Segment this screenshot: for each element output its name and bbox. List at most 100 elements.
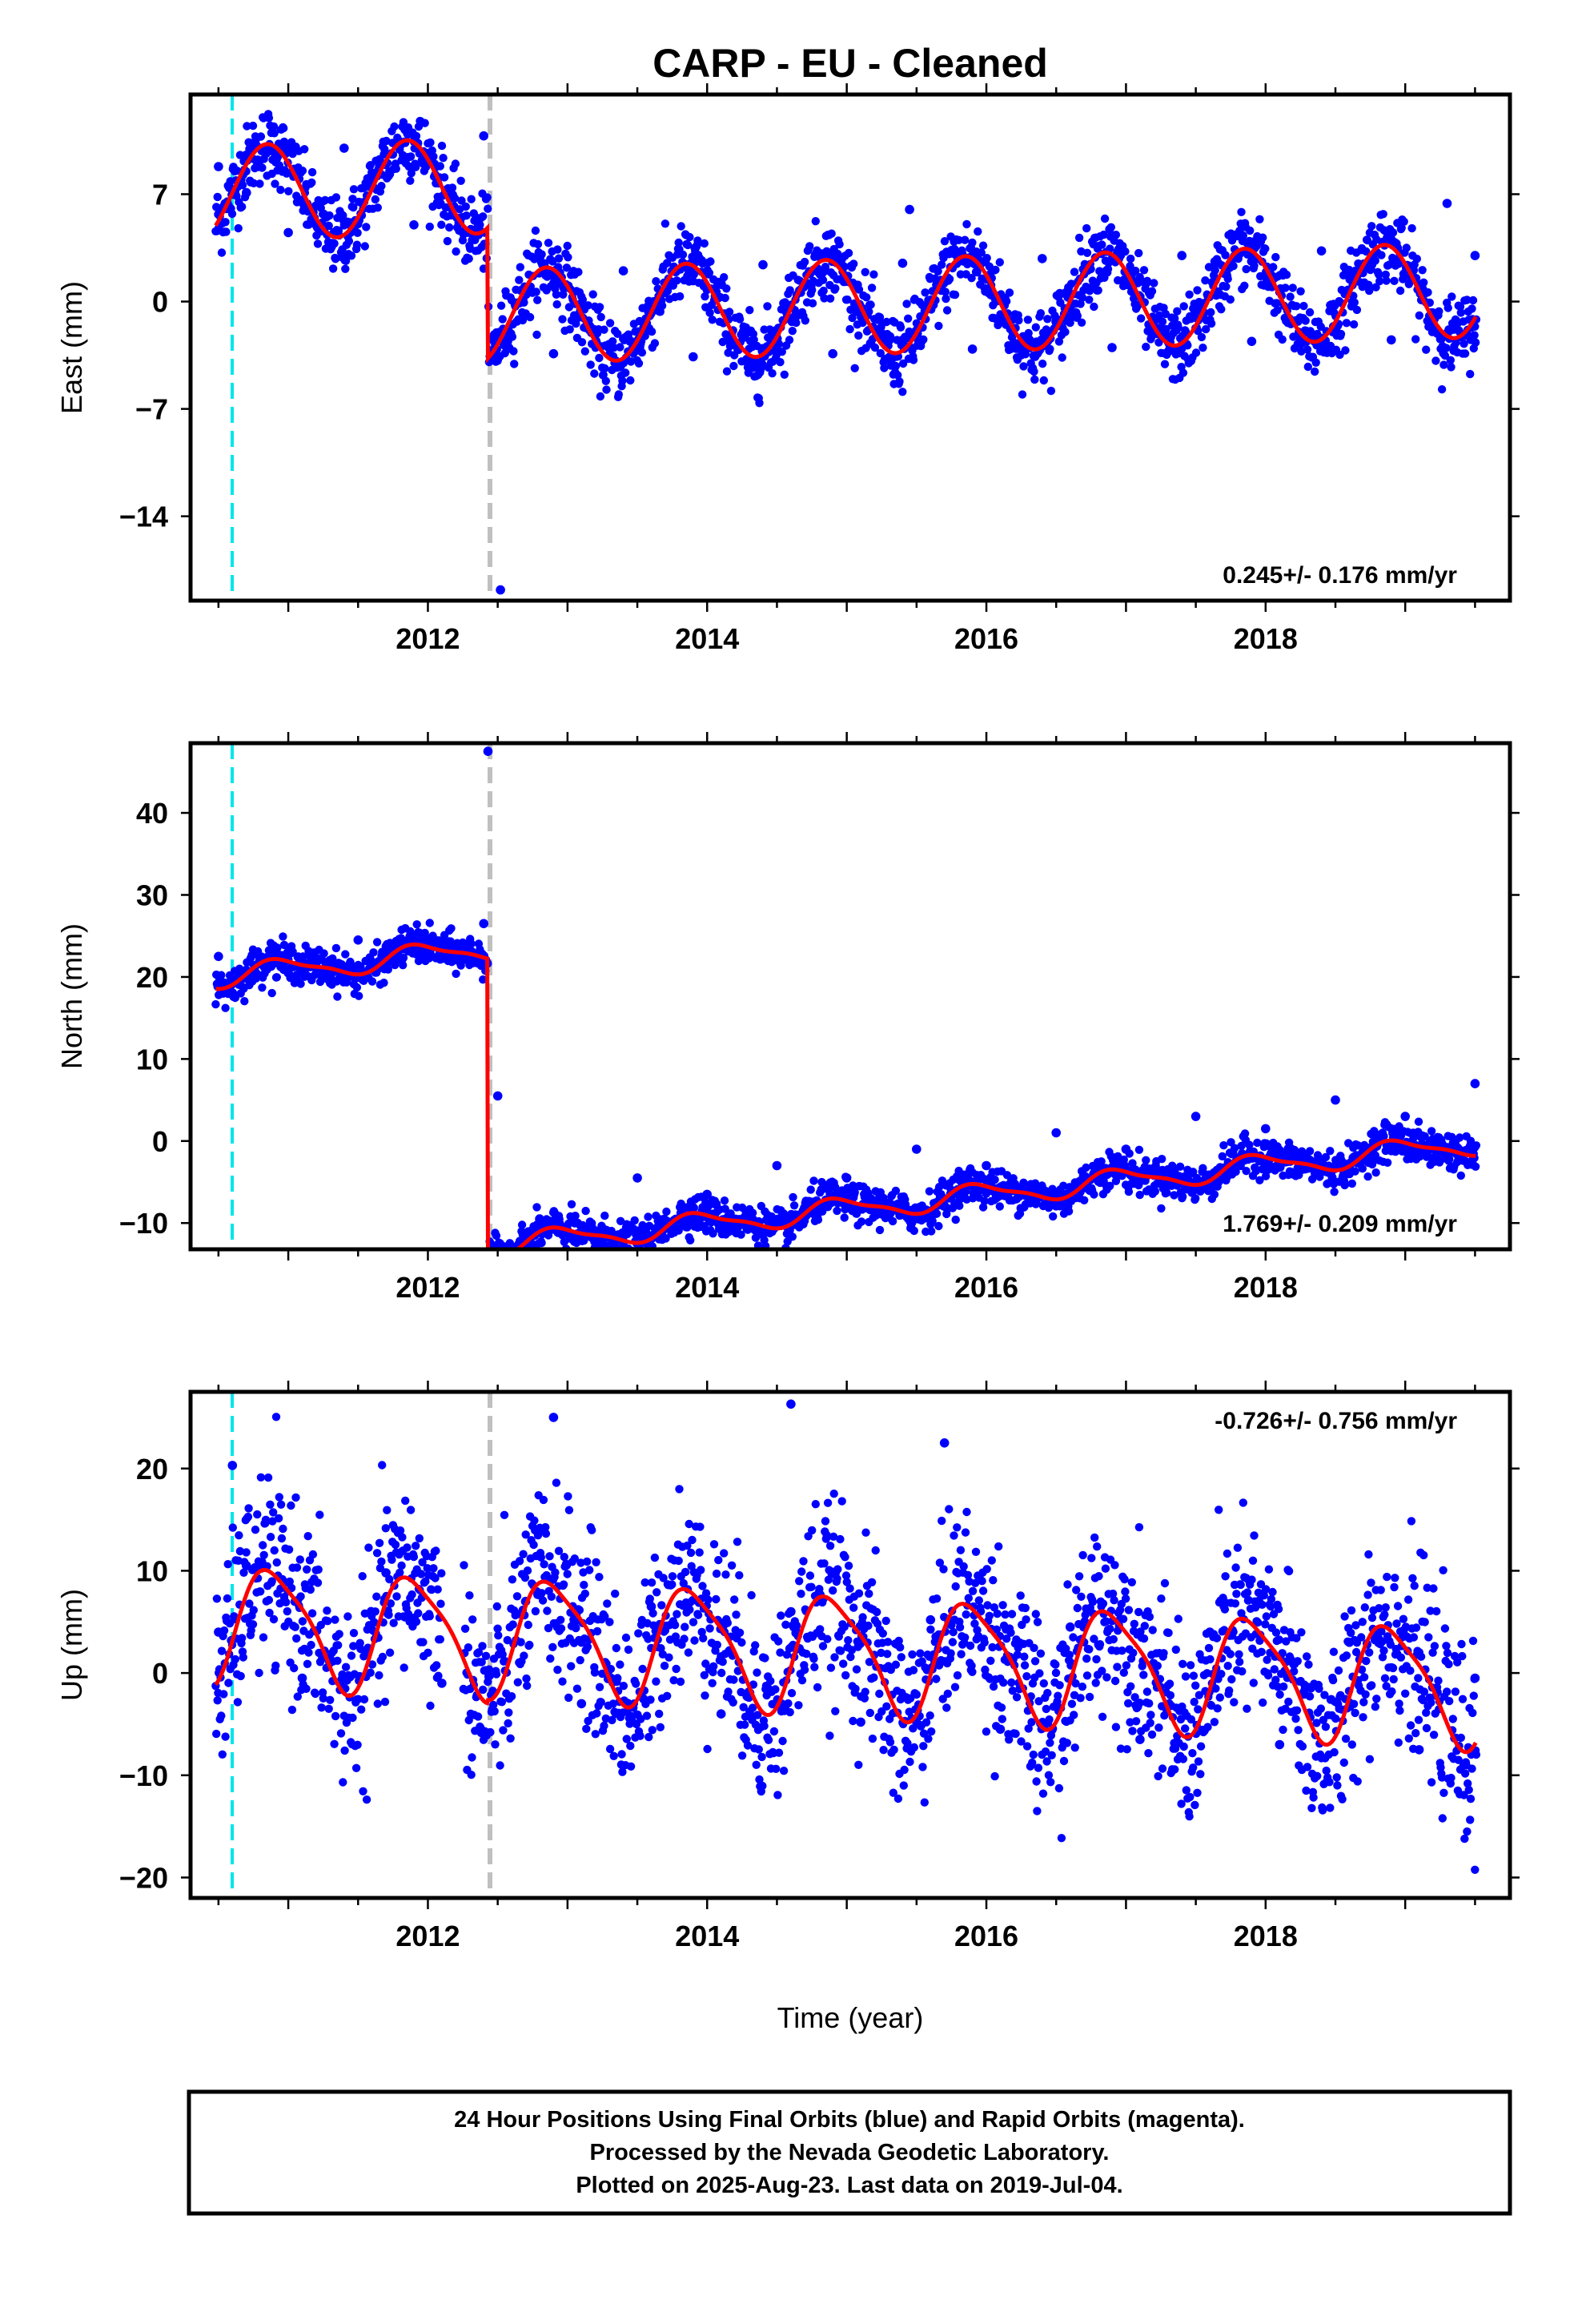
data-point bbox=[553, 245, 562, 254]
data-point bbox=[808, 299, 817, 308]
data-point bbox=[264, 114, 274, 123]
data-point bbox=[1173, 307, 1182, 316]
data-point bbox=[221, 1732, 230, 1741]
data-point bbox=[317, 1703, 326, 1712]
data-point bbox=[456, 176, 465, 185]
y-tick-label: 40 bbox=[136, 797, 168, 830]
data-point bbox=[504, 1719, 512, 1728]
data-point-key bbox=[772, 1160, 782, 1171]
data-point bbox=[1452, 338, 1460, 347]
data-point bbox=[614, 390, 623, 399]
data-point bbox=[1388, 228, 1398, 237]
data-point bbox=[898, 388, 907, 396]
data-point bbox=[265, 1608, 274, 1618]
data-point bbox=[292, 1634, 301, 1643]
data-point bbox=[1219, 1141, 1228, 1150]
data-point-key bbox=[702, 1189, 712, 1200]
data-point bbox=[637, 348, 647, 357]
data-point bbox=[580, 1589, 589, 1598]
data-point bbox=[498, 1251, 506, 1259]
data-point bbox=[968, 238, 977, 247]
data-point bbox=[372, 1592, 381, 1601]
data-point bbox=[427, 1585, 436, 1594]
data-point bbox=[1439, 360, 1448, 369]
data-point bbox=[547, 1592, 556, 1602]
data-point bbox=[563, 241, 572, 251]
data-point bbox=[1158, 1155, 1166, 1164]
data-point bbox=[423, 1564, 432, 1573]
data-point bbox=[370, 1618, 379, 1626]
data-point bbox=[245, 1599, 254, 1608]
data-point bbox=[497, 1698, 507, 1707]
data-point bbox=[523, 1566, 532, 1575]
data-point bbox=[1255, 215, 1264, 223]
data-point-key bbox=[242, 187, 251, 198]
data-point bbox=[320, 195, 330, 205]
data-point bbox=[514, 1262, 522, 1270]
data-point bbox=[496, 301, 506, 310]
data-point bbox=[1358, 1164, 1367, 1173]
data-point bbox=[663, 259, 672, 267]
data-point bbox=[398, 1533, 407, 1542]
x-tick-label: 2012 bbox=[396, 622, 460, 655]
data-point bbox=[313, 239, 323, 248]
data-point bbox=[554, 1546, 564, 1555]
data-point bbox=[788, 1232, 797, 1241]
data-point bbox=[662, 1207, 671, 1216]
data-point bbox=[749, 336, 758, 344]
data-point bbox=[1375, 276, 1384, 286]
data-point bbox=[512, 1252, 520, 1261]
data-point bbox=[520, 298, 528, 307]
data-point bbox=[500, 1510, 509, 1520]
data-point bbox=[867, 283, 877, 292]
data-point bbox=[706, 257, 715, 266]
data-point bbox=[1418, 266, 1427, 275]
data-point bbox=[1135, 1190, 1144, 1200]
data-point bbox=[377, 1557, 386, 1566]
data-point bbox=[509, 1256, 517, 1264]
data-point bbox=[1311, 367, 1319, 376]
data-point bbox=[420, 119, 429, 127]
data-point bbox=[279, 1524, 287, 1534]
data-point-key bbox=[841, 1173, 852, 1183]
data-point bbox=[785, 336, 794, 344]
data-point bbox=[895, 377, 904, 386]
data-point bbox=[805, 242, 814, 251]
data-point bbox=[238, 1634, 247, 1642]
data-point bbox=[616, 1660, 624, 1669]
data-point bbox=[381, 1524, 390, 1533]
data-point bbox=[1395, 286, 1405, 296]
data-point bbox=[532, 287, 540, 296]
data-point bbox=[646, 1695, 655, 1704]
data-point bbox=[626, 376, 635, 385]
data-point bbox=[556, 1615, 565, 1625]
data-point bbox=[1106, 223, 1116, 231]
data-point bbox=[256, 1473, 266, 1482]
data-point bbox=[499, 1251, 507, 1259]
data-point bbox=[279, 123, 288, 133]
data-point bbox=[486, 1727, 495, 1737]
data-point bbox=[1460, 340, 1468, 348]
data-point bbox=[806, 1185, 815, 1194]
y-tick-label: 10 bbox=[136, 1043, 168, 1076]
data-point bbox=[1330, 1188, 1339, 1196]
data-point bbox=[233, 1698, 243, 1707]
data-point bbox=[522, 1674, 531, 1683]
data-point bbox=[624, 1645, 633, 1655]
data-point bbox=[1390, 276, 1399, 285]
data-point-key bbox=[1038, 254, 1047, 263]
data-point bbox=[934, 267, 942, 275]
data-point bbox=[685, 232, 694, 242]
data-point bbox=[407, 169, 416, 178]
data-point bbox=[1126, 254, 1135, 263]
data-point bbox=[1272, 299, 1282, 308]
x-tick-label: 2018 bbox=[1234, 622, 1298, 655]
data-point bbox=[932, 1209, 942, 1218]
data-point bbox=[276, 1500, 286, 1510]
data-point bbox=[564, 1492, 572, 1501]
data-point bbox=[1435, 307, 1443, 316]
data-point-key bbox=[1107, 343, 1117, 352]
data-point bbox=[1349, 320, 1359, 329]
data-point bbox=[843, 296, 852, 304]
